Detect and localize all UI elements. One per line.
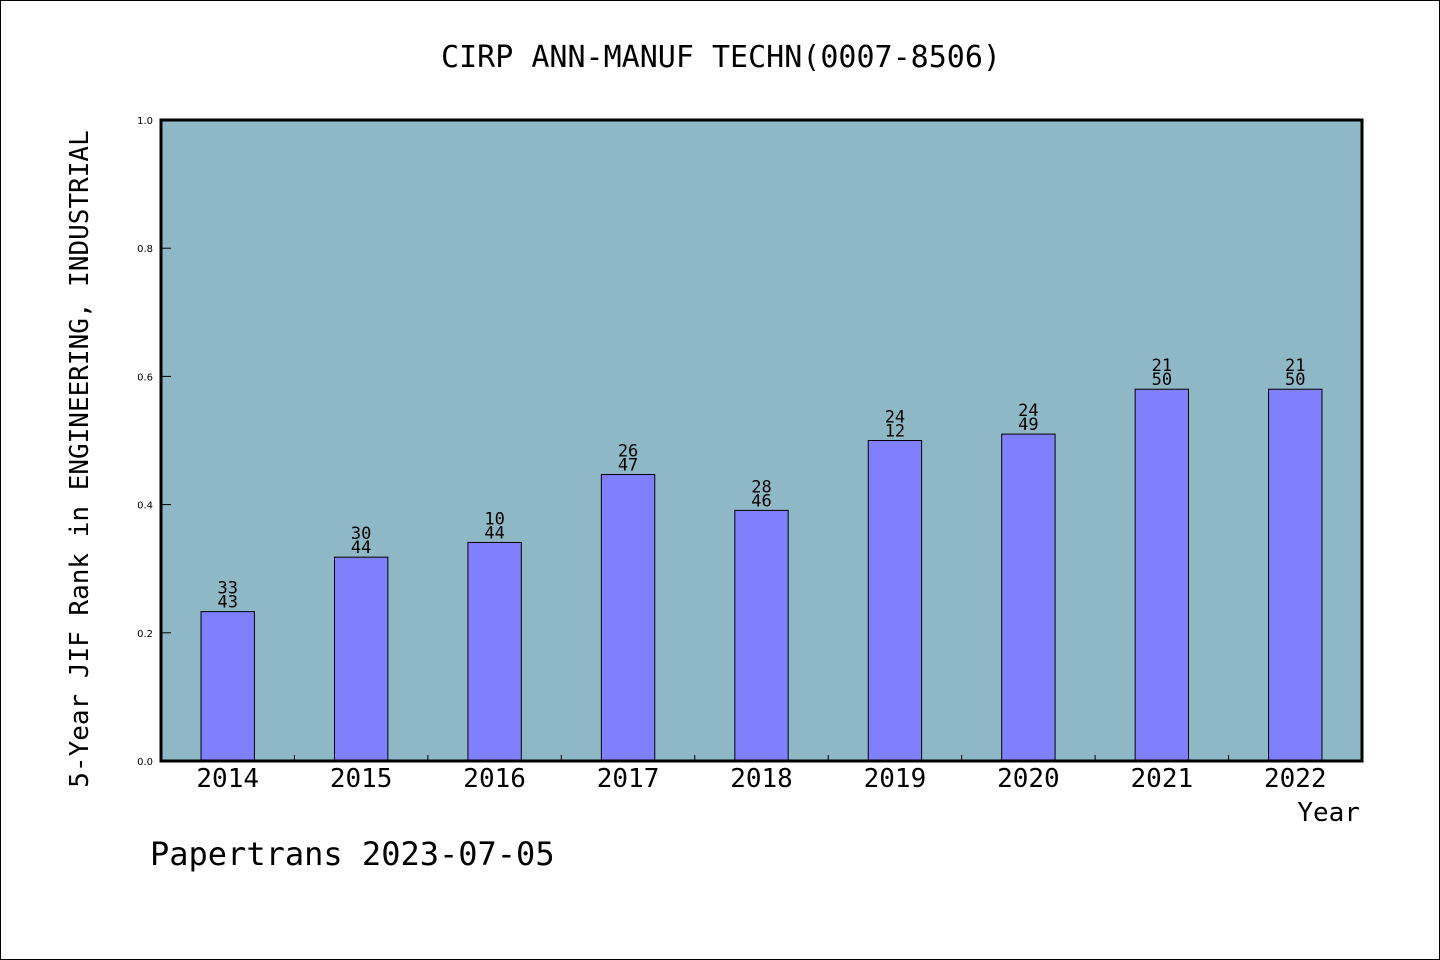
y-tick-label-0.8: 0.8 (137, 244, 153, 255)
data-label-top-2019: 24 (885, 408, 905, 428)
x-axis-label: Year (1297, 798, 1360, 828)
y-tick-label-1.0: 1.0 (137, 116, 153, 127)
bar-2016 (467, 541, 522, 762)
data-label-top-2022: 21 (1285, 356, 1305, 376)
bars-layer (200, 388, 1323, 762)
x-tick-label-2022: 2022 (1264, 764, 1327, 794)
data-label-top-2021: 21 (1152, 356, 1172, 376)
data-label-top-2016: 10 (484, 509, 504, 529)
bar-2014 (200, 611, 255, 762)
x-tick-label-2016: 2016 (463, 764, 526, 794)
y-tick-label-0.4: 0.4 (137, 501, 153, 512)
x-tick-label-2020: 2020 (997, 764, 1060, 794)
bar-2015 (333, 556, 389, 762)
data-label-top-2020: 24 (1018, 401, 1038, 421)
x-tick-label-2014: 2014 (196, 764, 259, 794)
bar-2020 (1001, 433, 1056, 762)
x-axis: 2014 2015 2016 2017 2018 2019 2020 2021 2022 (196, 755, 1327, 794)
x-tick-label-2019: 2019 (864, 764, 927, 794)
bar-2022 (1268, 388, 1323, 762)
data-label-top-2018: 28 (751, 477, 771, 497)
chart-title: CIRP ANN-MANUF TECHN(0007-8506) (441, 40, 1001, 75)
bar-2019 (867, 440, 923, 762)
data-label-bottom-2017: 47 (618, 455, 638, 475)
x-tick-label-2017: 2017 (597, 764, 660, 794)
y-tick-label-0.0: 0.0 (137, 757, 153, 768)
y-tick-label-0.6: 0.6 (137, 372, 153, 383)
data-label-top-2017: 26 (618, 441, 638, 461)
data-label-bottom-2016: 44 (484, 523, 504, 543)
x-tick-label-2015: 2015 (330, 764, 393, 794)
bar-2021 (1134, 388, 1190, 762)
y-tick-label-0.2: 0.2 (137, 629, 153, 640)
data-label-bottom-2014: 43 (217, 593, 237, 613)
bar-2018 (734, 509, 789, 762)
data-label-bottom-2022: 50 (1285, 370, 1305, 390)
data-label-top-2015: 30 (351, 524, 371, 544)
plot-frame (159, 118, 1364, 763)
y-axis-label: 5-Year JIF Rank in ENGINEERING, INDUSTRI… (65, 130, 95, 787)
data-label-bottom-2021: 50 (1152, 370, 1172, 390)
bar-2017 (600, 473, 656, 762)
data-label-bottom-2015: 44 (351, 538, 371, 558)
data-label-bottom-2018: 46 (751, 491, 771, 511)
footer-text: Papertrans 2023-07-05 (150, 835, 555, 873)
x-tick-label-2021: 2021 (1131, 764, 1194, 794)
data-label-bottom-2020: 49 (1018, 415, 1038, 435)
data-label-top-2014: 33 (217, 579, 237, 599)
data-label-bottom-2019: 12 (885, 422, 905, 442)
x-tick-label-2018: 2018 (730, 764, 793, 794)
